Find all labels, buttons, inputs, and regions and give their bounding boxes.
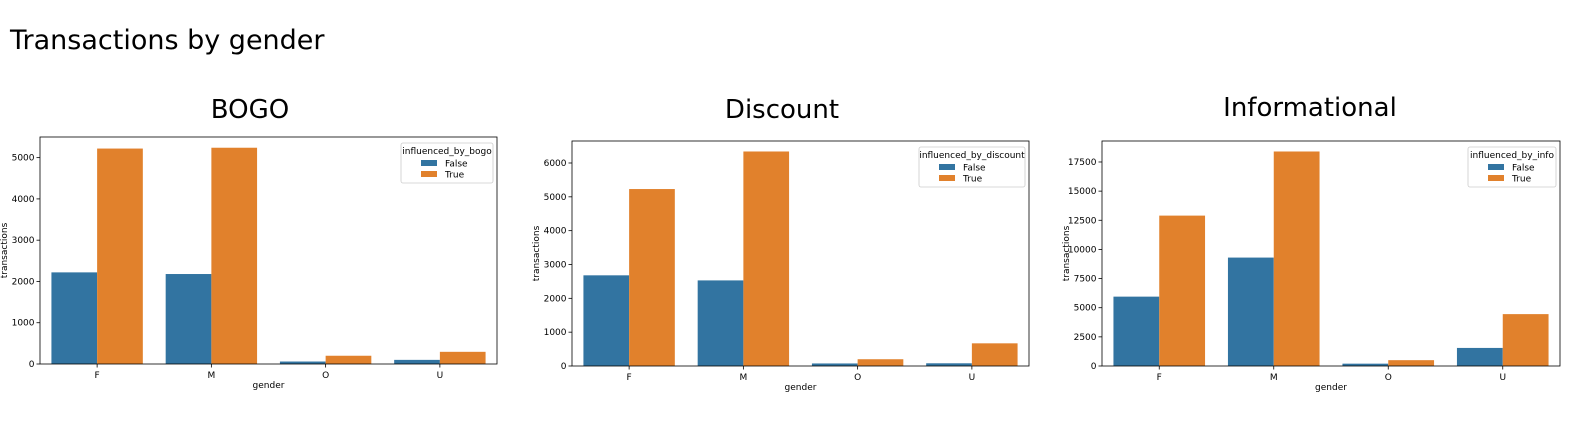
bar-u-false <box>394 359 440 364</box>
x-tick-label: M <box>207 371 215 381</box>
y-tick-label: 7500 <box>1074 275 1097 285</box>
legend-label-false: False <box>963 164 986 174</box>
bar-m-true <box>743 151 790 366</box>
x-tick-label: F <box>95 371 100 381</box>
legend-label-true: True <box>962 175 983 185</box>
y-tick-label: 15000 <box>1068 187 1097 197</box>
bar-o-false <box>811 363 858 366</box>
y-tick-label: 5000 <box>544 193 567 203</box>
bar-u-false <box>926 363 972 366</box>
y-tick-label: 2000 <box>12 277 35 287</box>
plot-frame-0 <box>39 136 498 365</box>
bar-m-true <box>211 147 258 364</box>
y-axis-label: transactions <box>0 222 10 278</box>
legend-title: influenced_by_info <box>1470 151 1554 161</box>
bar-f-true <box>97 148 143 364</box>
x-tick-label: M <box>739 373 747 383</box>
chart-title-discount: Discount <box>724 95 840 125</box>
bar-f-false <box>583 275 630 366</box>
y-tick-label: 0 <box>561 362 567 372</box>
y-tick-label: 5000 <box>12 154 35 164</box>
bar-m-false <box>1227 257 1274 366</box>
x-tick-label: U <box>1499 373 1506 383</box>
y-tick-label: 0 <box>29 360 35 370</box>
y-tick-label: 2500 <box>1074 333 1097 343</box>
y-axis-label: transactions <box>532 225 542 281</box>
x-tick-label: M <box>1270 373 1278 383</box>
bar-f-false <box>51 272 98 364</box>
legend-label-false: False <box>1512 164 1535 174</box>
bar-u-true <box>1502 314 1549 366</box>
x-tick-label: F <box>1157 373 1162 383</box>
y-tick-label: 0 <box>1091 362 1097 372</box>
y-tick-label: 10000 <box>1068 245 1097 255</box>
x-tick-label: U <box>969 373 976 383</box>
y-axis-label: transactions <box>1062 225 1072 281</box>
x-axis-label: gender <box>1315 383 1347 393</box>
y-tick-label: 5000 <box>1074 304 1097 314</box>
bar-m-false <box>697 280 744 366</box>
y-tick-label: 1000 <box>12 319 35 329</box>
bar-o-true <box>325 355 372 364</box>
chart-title-bogo: BOGO <box>210 95 290 125</box>
bar-m-false <box>165 274 212 364</box>
page-title: Transactions by gender <box>10 25 325 56</box>
bar-u-true <box>439 351 486 364</box>
legend-label-true: True <box>444 171 465 181</box>
legend-swatch-false <box>421 160 437 166</box>
x-tick-label: O <box>322 371 329 381</box>
bar-o-false <box>279 361 326 364</box>
x-tick-label: O <box>854 373 861 383</box>
y-tick-label: 4000 <box>544 227 567 237</box>
x-tick-label: F <box>627 373 632 383</box>
chart-title-informational: Informational <box>1223 93 1397 123</box>
plot-frame-1 <box>571 140 1030 367</box>
y-tick-label: 1000 <box>544 328 567 338</box>
x-axis-label: gender <box>253 381 285 391</box>
bar-f-true <box>1159 215 1206 366</box>
y-tick-label: 17500 <box>1068 158 1097 168</box>
y-tick-label: 3000 <box>12 236 35 246</box>
x-tick-label: O <box>1385 373 1392 383</box>
x-axis-label: gender <box>785 383 817 393</box>
y-tick-label: 4000 <box>12 195 35 205</box>
x-tick-label: U <box>437 371 444 381</box>
bar-u-true <box>971 343 1018 366</box>
bar-o-true <box>1388 360 1435 366</box>
legend-swatch-true <box>939 175 955 181</box>
y-tick-label: 12500 <box>1068 216 1097 226</box>
legend-swatch-true <box>421 171 437 177</box>
bar-u-false <box>1456 347 1503 366</box>
legend-swatch-false <box>1488 164 1504 170</box>
y-tick-label: 3000 <box>544 260 567 270</box>
plot-frame-2 <box>1101 140 1561 367</box>
bar-f-false <box>1113 296 1160 366</box>
legend-swatch-true <box>1488 175 1504 181</box>
bar-m-true <box>1273 151 1320 366</box>
bar-o-false <box>1342 363 1389 366</box>
y-tick-label: 6000 <box>544 159 567 169</box>
legend-swatch-false <box>939 164 955 170</box>
bar-o-true <box>857 359 904 366</box>
legend-label-true: True <box>1511 175 1532 185</box>
legend-title: influenced_by_bogo <box>402 147 492 157</box>
y-tick-label: 2000 <box>544 294 567 304</box>
legend-label-false: False <box>445 160 468 170</box>
legend-title: influenced_by_discount <box>919 151 1025 161</box>
bar-f-true <box>629 189 675 366</box>
